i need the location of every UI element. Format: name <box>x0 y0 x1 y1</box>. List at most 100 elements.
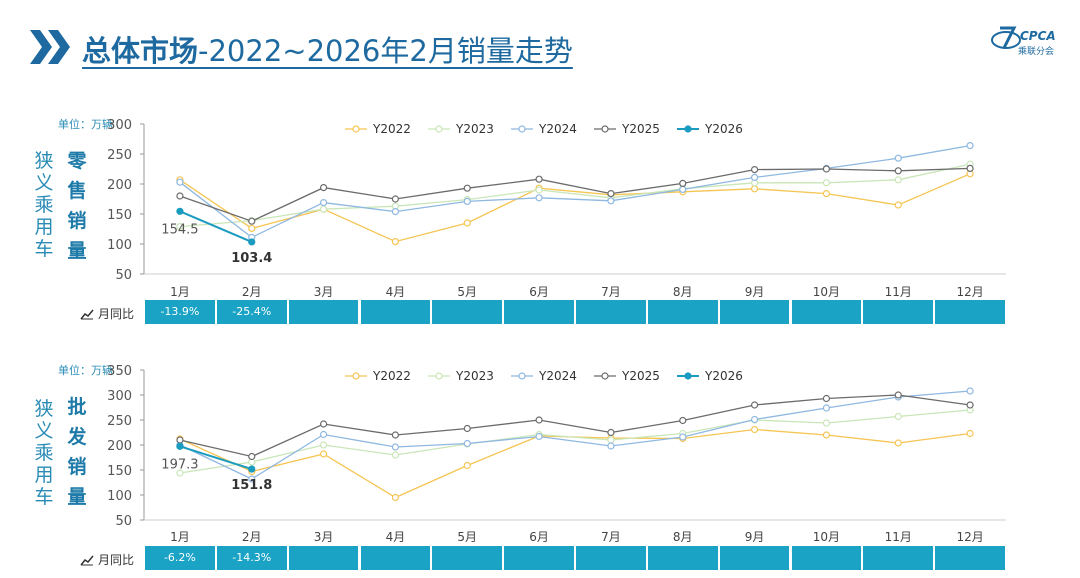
yoy-cell <box>719 546 790 570</box>
x-tick-label: 3月 <box>314 530 334 544</box>
legend-entry: Y2024 <box>511 369 577 383</box>
data-point <box>607 190 615 198</box>
data-point <box>463 184 471 192</box>
data-point <box>176 436 184 444</box>
yoy-cell <box>647 300 718 324</box>
data-point <box>822 404 831 412</box>
data-point <box>319 184 328 192</box>
x-tick-label: 3月 <box>314 285 334 299</box>
x-tick-label: 4月 <box>386 530 406 544</box>
data-point <box>176 223 184 231</box>
yoy-cell <box>288 546 359 570</box>
data-label: 197.3 <box>161 457 198 472</box>
x-tick-label: 12月 <box>956 285 983 299</box>
side-label-vehicle: 狭义乘用车 <box>34 150 54 260</box>
y-tick-label: 50 <box>115 268 132 283</box>
y-tick-label: 200 <box>107 178 132 193</box>
data-point <box>679 416 687 425</box>
data-point <box>391 238 400 246</box>
data-point <box>535 186 543 194</box>
data-point <box>894 439 902 447</box>
yoy-cell: -25.4% <box>216 300 287 324</box>
svg-text:Y2026: Y2026 <box>704 369 743 383</box>
side-label-metric: 零售销量 <box>67 150 87 262</box>
data-point <box>966 401 974 409</box>
x-tick-label: 7月 <box>601 530 621 544</box>
legend-entry: Y2026 <box>677 369 743 383</box>
y-tick-label: 100 <box>107 489 132 504</box>
data-point <box>391 208 400 216</box>
data-point <box>391 195 400 203</box>
x-tick-label: 1月 <box>170 285 190 299</box>
svg-text:Y2023: Y2023 <box>455 122 494 136</box>
svg-text:Y2026: Y2026 <box>704 122 743 136</box>
x-tick-label: 4月 <box>386 285 406 299</box>
legend-entry: Y2023 <box>428 122 494 136</box>
y-tick-label: 300 <box>107 118 132 133</box>
yoy-cell <box>288 300 359 324</box>
data-point <box>248 452 256 461</box>
data-point <box>822 190 831 198</box>
data-point <box>966 164 974 172</box>
yoy-label-text: 月同比 <box>98 307 135 321</box>
yoy-cell <box>576 300 646 324</box>
data-point <box>607 197 615 205</box>
data-point <box>607 442 615 450</box>
svg-text:Y2022: Y2022 <box>372 369 411 383</box>
side-label-vehicle: 狭义乘用车 <box>34 398 54 508</box>
data-point <box>248 465 256 473</box>
trend-icon <box>80 309 94 319</box>
x-tick-label: 8月 <box>673 530 693 544</box>
series-line-y2024 <box>179 390 971 480</box>
legend-entry: Y2025 <box>594 122 660 136</box>
legend-entry: Y2022 <box>345 369 411 383</box>
legend-entry: Y2025 <box>594 369 660 383</box>
page-title: 总体市场-2022~2026年2月销量走势 <box>82 28 573 70</box>
series-line-y2026 <box>179 210 253 243</box>
title-bold: 总体市场 <box>82 34 199 68</box>
data-point <box>248 224 256 232</box>
x-tick-label: 11月 <box>885 530 912 544</box>
yoy-cell <box>791 546 862 570</box>
data-point <box>894 412 902 421</box>
data-point <box>822 419 831 427</box>
logo-sub: 乘联分会 <box>1018 47 1055 57</box>
data-point <box>750 425 759 434</box>
yoy-label: 月同比 <box>80 551 134 568</box>
data-point <box>248 475 256 483</box>
wholesale-chart: 50 100 150 200 250 300 350 1月 2月 3月 4月 5月 6月 7月 8月 9月 10… <box>107 364 1006 544</box>
data-point <box>176 192 184 200</box>
data-point <box>894 154 902 162</box>
yoy-row: -13.9% -25.4% <box>0 300 1080 324</box>
data-point <box>607 436 615 444</box>
data-point <box>248 238 256 246</box>
x-tick-label: 2月 <box>242 530 262 544</box>
data-point <box>463 197 471 205</box>
x-tick-label: 6月 <box>529 285 549 299</box>
data-point <box>822 179 831 187</box>
svg-text:Y2025: Y2025 <box>621 122 660 136</box>
legend-entry: Y2022 <box>345 122 411 136</box>
legend-entry: Y2024 <box>511 122 577 136</box>
cpca-logo: CPCA <box>991 26 1056 49</box>
data-point <box>391 451 400 459</box>
data-point <box>894 201 902 209</box>
yoy-cell <box>719 300 790 324</box>
yoy-cell: -6.2% <box>145 546 215 570</box>
unit-label: 单位：万辆 <box>58 118 113 131</box>
yoy-cell <box>791 300 862 324</box>
series-line-y2023 <box>179 163 971 228</box>
yoy-label-text: 月同比 <box>98 553 135 567</box>
data-point <box>750 166 759 174</box>
data-point <box>966 142 974 150</box>
data-point <box>894 167 902 175</box>
y-tick-label: 250 <box>107 148 132 163</box>
svg-text:Y2024: Y2024 <box>538 122 577 136</box>
data-point <box>750 401 759 409</box>
yoy-cell <box>504 300 574 324</box>
data-point <box>319 441 328 449</box>
data-label: 103.4 <box>231 251 272 266</box>
data-point <box>894 176 902 184</box>
y-tick-label: 250 <box>107 414 132 429</box>
yoy-cell <box>647 546 718 570</box>
